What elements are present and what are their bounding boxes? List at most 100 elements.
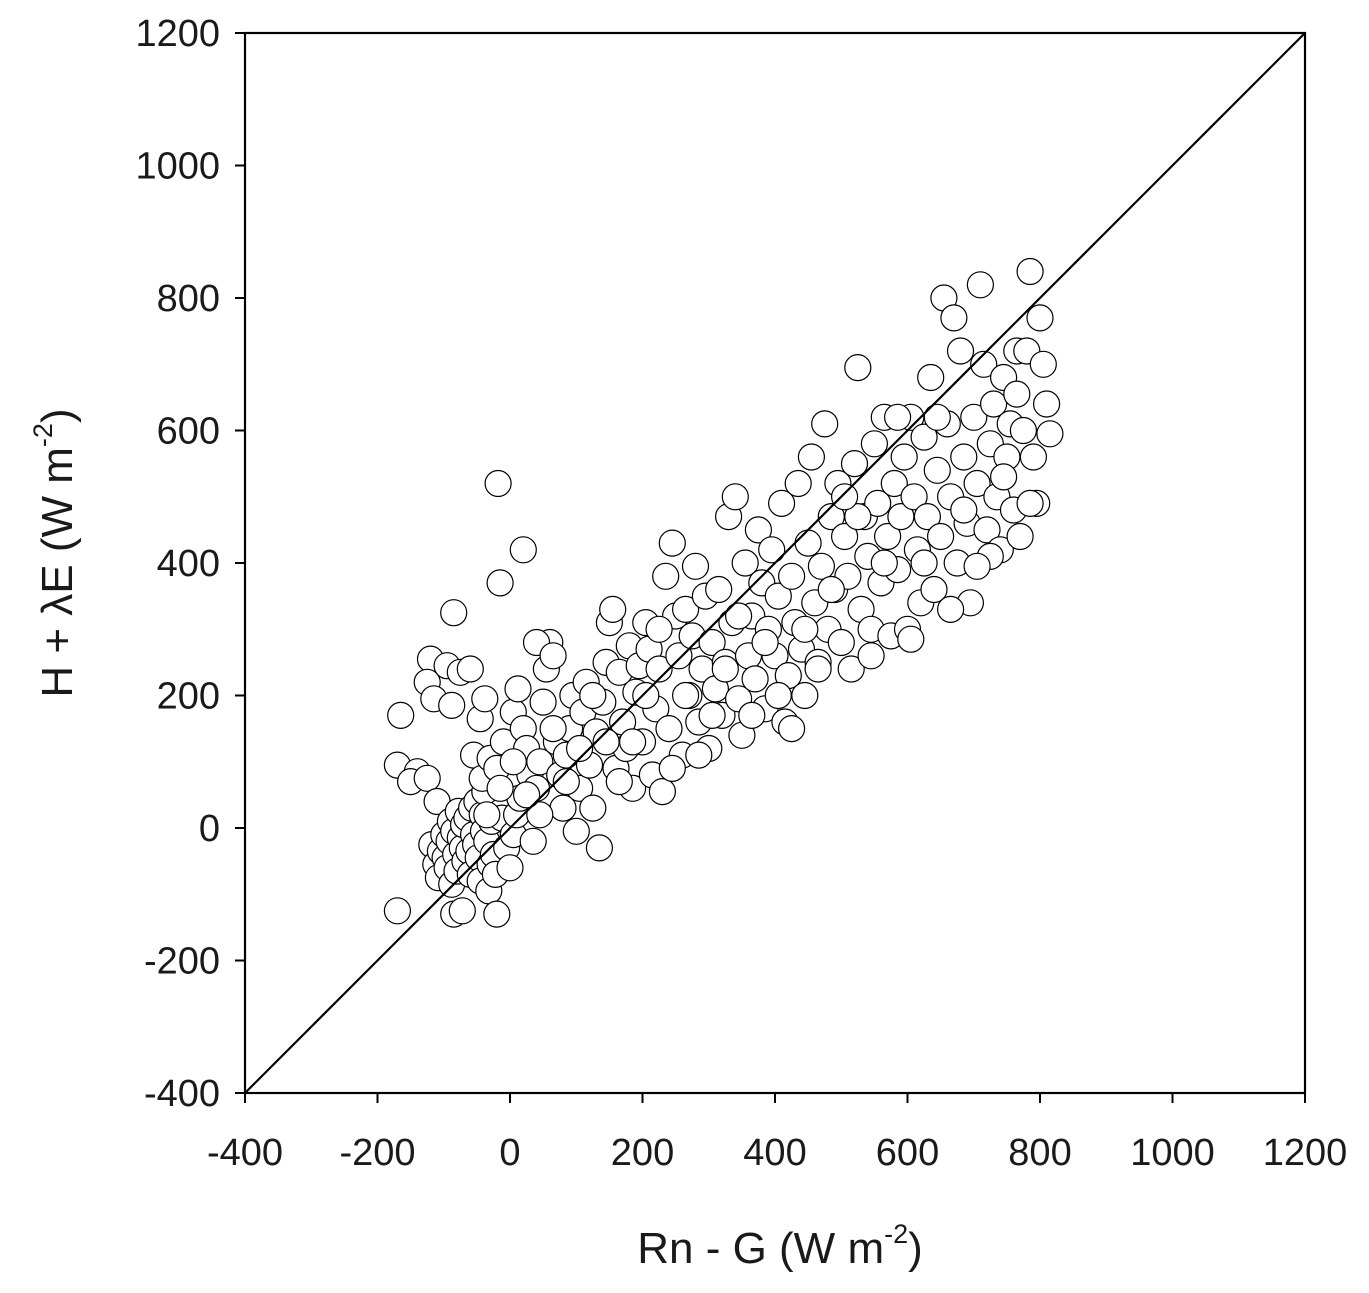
data-point — [486, 774, 514, 802]
data-point — [1032, 390, 1061, 418]
data-point — [963, 469, 991, 498]
data-point — [767, 489, 796, 517]
data-point — [764, 681, 792, 710]
data-point — [605, 767, 633, 796]
data-point — [910, 423, 938, 451]
data-point — [665, 642, 693, 670]
y-tick-label: 200 — [157, 676, 220, 718]
data-point — [1026, 304, 1054, 332]
data-point — [565, 734, 594, 763]
data-point — [632, 681, 660, 710]
data-point — [724, 602, 753, 630]
data-point — [864, 489, 892, 517]
data-point — [923, 456, 951, 484]
x-tick-label: 400 — [743, 1132, 806, 1174]
data-point — [817, 575, 845, 604]
data-point — [963, 552, 991, 580]
data-point — [645, 615, 673, 643]
data-point — [671, 681, 700, 710]
data-point — [784, 469, 812, 498]
data-point — [880, 469, 908, 498]
data-point — [950, 443, 978, 471]
data-point — [1006, 522, 1034, 551]
data-point — [1016, 489, 1044, 517]
data-point — [1003, 380, 1031, 408]
data-point — [883, 403, 912, 431]
data-point — [648, 777, 677, 806]
y-tick-label: 400 — [157, 543, 220, 585]
one-to-one-line — [244, 32, 1306, 1094]
data-point — [923, 403, 951, 431]
data-point — [960, 403, 988, 431]
y-axis-title: H + λE (W m-2) — [28, 408, 82, 697]
data-point — [539, 714, 567, 743]
data-point — [830, 483, 859, 511]
data-point — [797, 443, 826, 471]
data-point — [387, 701, 415, 730]
y-tick-label: 800 — [157, 278, 220, 320]
data-point — [585, 834, 614, 862]
data-point — [652, 562, 680, 590]
data-point — [1029, 350, 1057, 378]
data-point — [456, 655, 484, 683]
data-point — [1009, 416, 1038, 445]
data-point — [926, 522, 955, 551]
data-point — [496, 854, 524, 882]
data-point — [966, 271, 995, 299]
data-point — [940, 304, 968, 332]
data-point — [913, 502, 942, 531]
data-point — [383, 897, 411, 925]
data-points — [383, 257, 1064, 928]
data-point — [900, 483, 928, 511]
data-point — [731, 549, 759, 577]
data-point — [777, 562, 806, 590]
data-point — [552, 767, 580, 796]
data-point — [946, 337, 975, 365]
x-tick-label: 1200 — [1263, 1132, 1348, 1174]
data-point — [791, 681, 819, 710]
data-point — [671, 595, 700, 624]
data-point — [1019, 443, 1048, 471]
data-point — [579, 794, 607, 822]
data-point — [658, 754, 686, 783]
data-point — [438, 691, 466, 720]
data-point — [950, 496, 978, 524]
data-point — [473, 801, 501, 829]
data-point — [844, 354, 872, 382]
data-point — [448, 897, 476, 925]
data-point — [655, 714, 683, 743]
data-point — [645, 655, 673, 683]
data-point — [807, 552, 836, 580]
data-point — [658, 529, 686, 557]
data-point — [512, 781, 541, 809]
data-point — [413, 764, 441, 792]
y-tick-label: 600 — [157, 411, 220, 453]
data-point — [618, 728, 647, 756]
data-point — [698, 701, 726, 730]
data-point — [973, 516, 1001, 544]
data-point — [844, 502, 872, 531]
x-tick-label: 600 — [876, 1132, 939, 1174]
x-tick-label: -200 — [339, 1132, 415, 1174]
data-point — [857, 642, 885, 670]
data-point — [483, 900, 511, 928]
data-point — [504, 675, 532, 703]
data-point — [741, 665, 769, 693]
data-point — [936, 595, 965, 624]
data-point — [870, 549, 898, 577]
data-point — [711, 655, 739, 683]
data-point — [837, 655, 865, 683]
data-point — [486, 569, 514, 597]
x-tick-label: 1000 — [1130, 1132, 1215, 1174]
data-point — [592, 728, 620, 756]
data-point — [804, 655, 832, 683]
data-point — [721, 483, 749, 511]
data-point — [685, 741, 713, 769]
data-point — [705, 575, 733, 604]
data-point — [920, 575, 948, 604]
data-point — [738, 701, 766, 730]
y-tick-label: 1000 — [135, 146, 220, 188]
data-point — [562, 817, 590, 845]
y-tick-label: 0 — [199, 808, 220, 850]
data-point — [440, 599, 468, 627]
